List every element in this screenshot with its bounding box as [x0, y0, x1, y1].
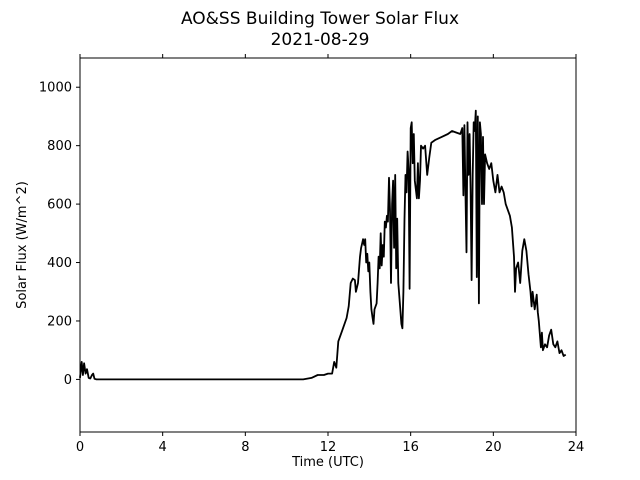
x-tick-label: 24 — [568, 440, 585, 455]
x-tick-label: 8 — [241, 440, 249, 455]
chart-subtitle: 2021-08-29 — [271, 30, 370, 50]
y-tick-label: 600 — [47, 198, 72, 213]
x-tick-label: 4 — [159, 440, 167, 455]
x-tick-label: 16 — [402, 440, 419, 455]
x-tick-label: 20 — [485, 440, 502, 455]
chart-title: AO&SS Building Tower Solar Flux — [181, 9, 459, 29]
y-tick-label: 800 — [47, 139, 72, 154]
x-axis-label: Time (UTC) — [291, 455, 364, 470]
x-tick-label: 12 — [320, 440, 337, 455]
y-tick-label: 200 — [47, 314, 72, 329]
y-tick-label: 400 — [47, 256, 72, 271]
y-tick-label: 1000 — [39, 81, 72, 96]
y-axis-label: Solar Flux (W/m^2) — [15, 181, 30, 309]
plot-frame — [79, 57, 577, 433]
plot-area: 0 4 8 12 16 20 24 0 200 400 600 800 1000 — [39, 54, 584, 455]
series-line — [79, 109, 567, 381]
x-tick-label: 0 — [76, 440, 84, 455]
y-tick-label: 0 — [64, 373, 72, 388]
